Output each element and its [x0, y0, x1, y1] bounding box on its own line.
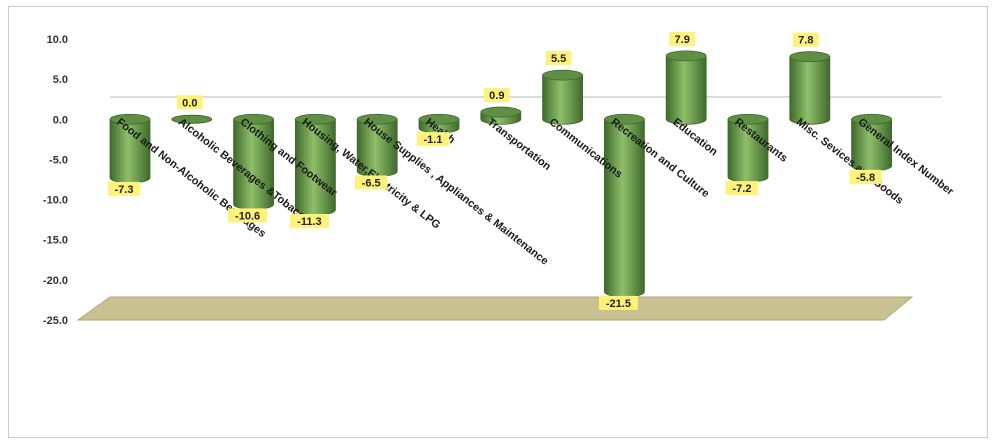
svg-text:-11.3: -11.3: [297, 216, 321, 228]
bar: [233, 113, 275, 210]
y-tick-label: 10.0: [47, 34, 68, 46]
svg-text:-21.5: -21.5: [606, 298, 631, 310]
y-tick-label: -5.0: [49, 154, 68, 166]
data-label: -7.2: [725, 181, 759, 196]
y-tick-label: -25.0: [43, 315, 68, 327]
svg-text:-10.6: -10.6: [235, 210, 260, 222]
y-tick-label: -15.0: [43, 235, 68, 247]
svg-text:5.5: 5.5: [551, 53, 566, 65]
category-label: Transportation: [485, 116, 553, 173]
data-label: -21.5: [598, 295, 638, 310]
data-label: 7.8: [792, 32, 819, 47]
data-label: 0.9: [483, 88, 510, 103]
svg-text:0.9: 0.9: [489, 90, 504, 102]
data-label: -7.3: [107, 181, 141, 196]
svg-text:-1.1: -1.1: [424, 134, 443, 146]
chart-floor: [76, 296, 914, 321]
bar: [480, 106, 522, 125]
data-label: -6.5: [355, 175, 388, 190]
bar: [171, 114, 213, 124]
bar: [789, 51, 831, 125]
y-tick-label: -10.0: [43, 195, 68, 207]
bar: [665, 50, 707, 125]
svg-text:0.0: 0.0: [182, 97, 197, 109]
svg-text:-7.2: -7.2: [733, 183, 752, 195]
svg-text:7.8: 7.8: [798, 35, 813, 47]
bar: [542, 69, 583, 125]
bar: [604, 113, 645, 298]
bar: [851, 113, 892, 172]
bar: [418, 113, 460, 134]
y-tick-label: -20.0: [43, 275, 68, 287]
data-label: 0.0: [176, 95, 203, 110]
svg-text:7.9: 7.9: [675, 34, 690, 46]
y-tick-label: 5.0: [53, 74, 68, 86]
svg-text:-6.5: -6.5: [362, 177, 381, 189]
data-label: 7.9: [669, 31, 696, 46]
bar: [727, 113, 769, 183]
y-tick-label: 0.0: [53, 114, 68, 126]
svg-text:-7.3: -7.3: [115, 184, 134, 196]
bar: [109, 113, 151, 184]
svg-text:-5.8: -5.8: [856, 172, 875, 184]
data-label: -11.3: [289, 214, 329, 229]
data-label: -10.6: [228, 208, 268, 223]
data-label: -1.1: [416, 132, 450, 147]
data-label: 5.5: [545, 51, 572, 66]
bar: [356, 113, 398, 177]
data-label: -5.8: [849, 169, 882, 184]
